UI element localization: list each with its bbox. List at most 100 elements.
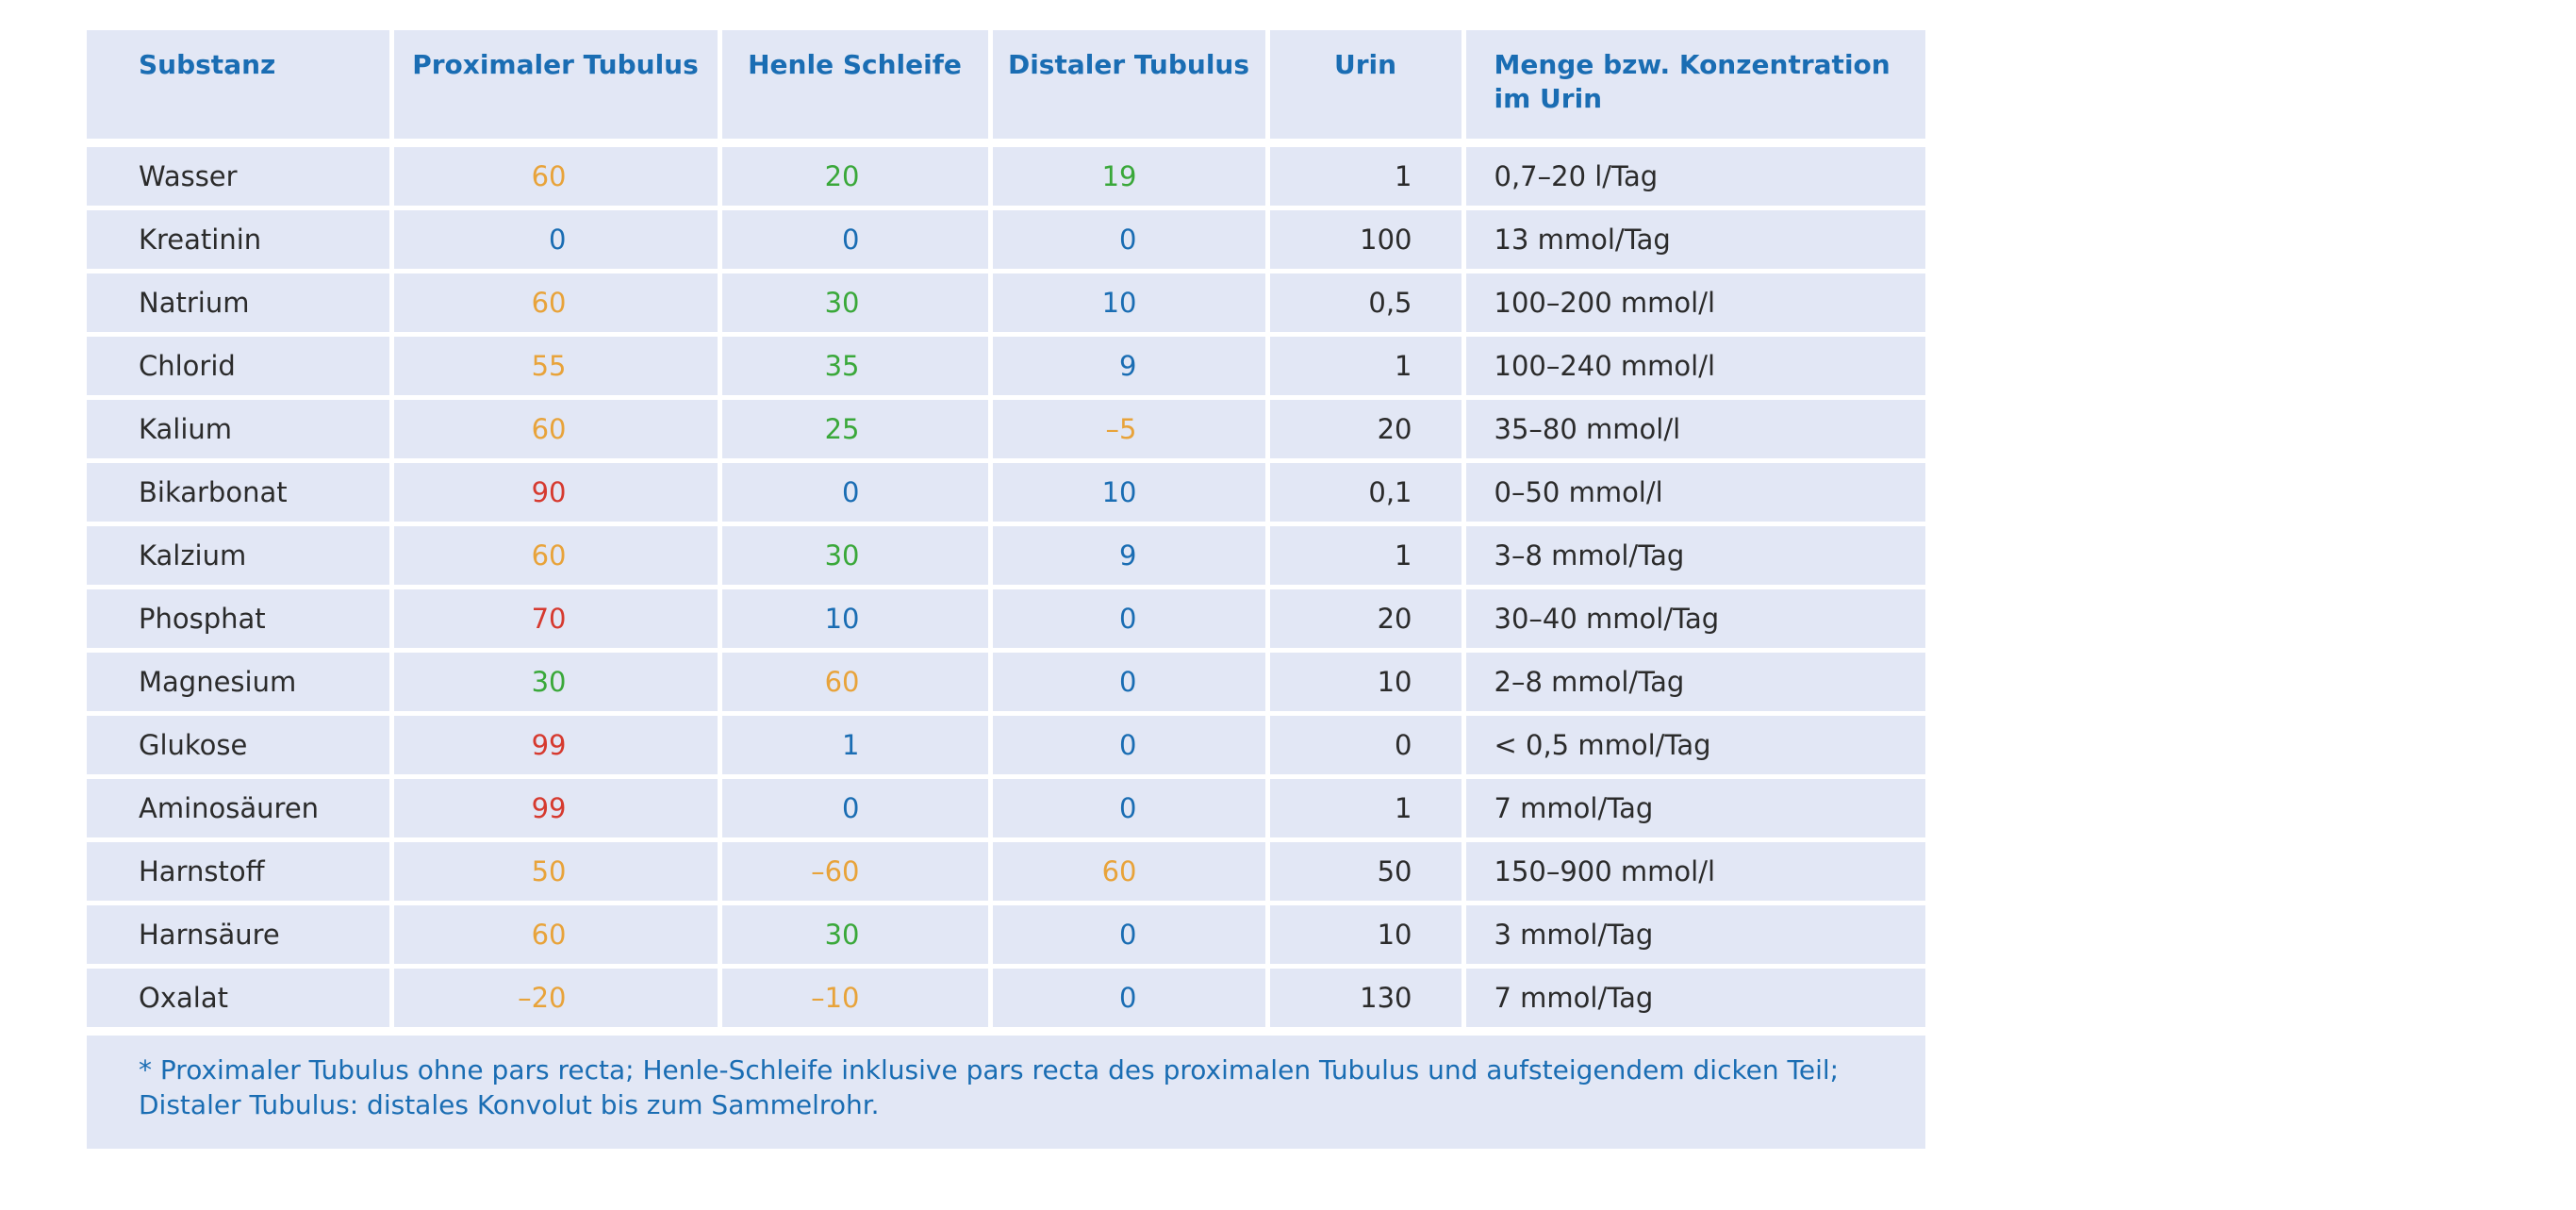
table-row: Kreatinin 0 0 0 100 13 mmol/Tag (87, 206, 1925, 273)
footnote-row: * Proximaler Tubulus ohne pars recta; He… (87, 1027, 1925, 1149)
cell-distal: 10 (987, 458, 1270, 526)
cell-henle: –60 (717, 837, 993, 905)
cell-henle: 1 (717, 711, 993, 779)
cell-distal: 0 (987, 901, 1270, 969)
cell-urine: 50 (1264, 837, 1466, 905)
cell-substance: Harnstoff (87, 837, 394, 905)
cell-substance: Phosphat (87, 585, 394, 653)
table-row: Kalzium 60 30 9 1 3–8 mmol/Tag (87, 522, 1925, 589)
cell-henle: 30 (717, 269, 993, 337)
cell-substance: Kalium (87, 395, 394, 463)
cell-henle: 0 (717, 458, 993, 526)
cell-distal: 0 (987, 711, 1270, 779)
cell-proximal: 0 (388, 206, 722, 273)
header-proximal-tubulus: Proximaler Tubulus (388, 30, 722, 147)
header-substance: Substanz (87, 30, 394, 147)
cell-concentration: 3–8 mmol/Tag (1461, 522, 1925, 589)
cell-proximal: 60 (388, 901, 722, 969)
cell-distal: 0 (987, 964, 1270, 1034)
cell-concentration: 0,7–20 l/Tag (1461, 141, 1925, 210)
reabsorption-table-container: Substanz Proximaler Tubulus Henle Schlei… (87, 30, 1925, 1149)
cell-concentration: 13 mmol/Tag (1461, 206, 1925, 273)
cell-distal: 10 (987, 269, 1270, 337)
cell-concentration: < 0,5 mmol/Tag (1461, 711, 1925, 779)
cell-substance: Glukose (87, 711, 394, 779)
table-row: Chlorid 55 35 9 1 100–240 mmol/l (87, 332, 1925, 400)
cell-proximal: 55 (388, 332, 722, 400)
cell-proximal: 60 (388, 269, 722, 337)
cell-substance: Harnsäure (87, 901, 394, 969)
cell-concentration: 0–50 mmol/l (1461, 458, 1925, 526)
table-row: Phosphat 70 10 0 20 30–40 mmol/Tag (87, 585, 1925, 653)
cell-urine: 20 (1264, 395, 1466, 463)
cell-concentration: 30–40 mmol/Tag (1461, 585, 1925, 653)
cell-henle: 30 (717, 901, 993, 969)
cell-concentration: 7 mmol/Tag (1461, 774, 1925, 842)
cell-proximal: 99 (388, 774, 722, 842)
cell-distal: 0 (987, 206, 1270, 273)
cell-substance: Oxalat (87, 964, 394, 1034)
cell-urine: 10 (1264, 901, 1466, 969)
cell-proximal: 90 (388, 458, 722, 526)
header-distal-tubulus: Distaler Tubulus (987, 30, 1270, 147)
table-row: Glukose 99 1 0 0 < 0,5 mmol/Tag (87, 711, 1925, 779)
header-concentration: Menge bzw. Konzentration im Urin (1461, 30, 1925, 147)
cell-henle: 25 (717, 395, 993, 463)
table-row: Magnesium 30 60 0 10 2–8 mmol/Tag (87, 648, 1925, 716)
table-header: Substanz Proximaler Tubulus Henle Schlei… (87, 30, 1925, 147)
cell-henle: 30 (717, 522, 993, 589)
cell-distal: –5 (987, 395, 1270, 463)
cell-substance: Kreatinin (87, 206, 394, 273)
cell-henle: –10 (717, 964, 993, 1034)
header-concentration-line1: Menge bzw. Konzentration (1494, 49, 1891, 80)
table-row: Oxalat –20 –10 0 130 7 mmol/Tag (87, 964, 1925, 1034)
cell-proximal: 99 (388, 711, 722, 779)
table-row: Aminosäuren 99 0 0 1 7 mmol/Tag (87, 774, 1925, 842)
cell-henle: 0 (717, 774, 993, 842)
footnote-line1: * Proximaler Tubulus ohne pars recta; He… (139, 1054, 1840, 1086)
cell-urine: 10 (1264, 648, 1466, 716)
cell-concentration: 2–8 mmol/Tag (1461, 648, 1925, 716)
cell-distal: 0 (987, 648, 1270, 716)
reabsorption-table: Substanz Proximaler Tubulus Henle Schlei… (87, 30, 1925, 1149)
cell-substance: Kalzium (87, 522, 394, 589)
table-row: Kalium 60 25 –5 20 35–80 mmol/l (87, 395, 1925, 463)
table-row: Harnsäure 60 30 0 10 3 mmol/Tag (87, 901, 1925, 969)
header-urine: Urin (1264, 30, 1466, 147)
cell-substance: Natrium (87, 269, 394, 337)
table-row: Harnstoff 50 –60 60 50 150–900 mmol/l (87, 837, 1925, 905)
cell-concentration: 7 mmol/Tag (1461, 964, 1925, 1034)
cell-henle: 0 (717, 206, 993, 273)
cell-substance: Magnesium (87, 648, 394, 716)
footnote-line2: Distaler Tubulus: distales Konvolut bis … (139, 1089, 880, 1120)
cell-urine: 1 (1264, 774, 1466, 842)
cell-proximal: 60 (388, 395, 722, 463)
cell-urine: 20 (1264, 585, 1466, 653)
cell-urine: 1 (1264, 332, 1466, 400)
table-row: Bikarbonat 90 0 10 0,1 0–50 mmol/l (87, 458, 1925, 526)
header-concentration-line2: im Urin (1494, 83, 1603, 114)
cell-henle: 20 (717, 141, 993, 210)
cell-substance: Bikarbonat (87, 458, 394, 526)
cell-distal: 0 (987, 585, 1270, 653)
footnote: * Proximaler Tubulus ohne pars recta; He… (87, 1027, 1925, 1149)
cell-urine: 1 (1264, 141, 1466, 210)
cell-proximal: 60 (388, 141, 722, 210)
table-body: Wasser 60 20 19 1 0,7–20 l/Tag Kreatinin 0 0 0 100… (87, 141, 1925, 1034)
cell-distal: 60 (987, 837, 1270, 905)
table-footer: * Proximaler Tubulus ohne pars recta; He… (87, 1027, 1925, 1149)
cell-urine: 0 (1264, 711, 1466, 779)
cell-substance: Aminosäuren (87, 774, 394, 842)
cell-urine: 1 (1264, 522, 1466, 589)
table-row: Natrium 60 30 10 0,5 100–200 mmol/l (87, 269, 1925, 337)
cell-proximal: –20 (388, 964, 722, 1034)
cell-distal: 0 (987, 774, 1270, 842)
cell-distal: 19 (987, 141, 1270, 210)
cell-urine: 0,1 (1264, 458, 1466, 526)
cell-concentration: 150–900 mmol/l (1461, 837, 1925, 905)
cell-henle: 35 (717, 332, 993, 400)
cell-concentration: 100–200 mmol/l (1461, 269, 1925, 337)
header-row: Substanz Proximaler Tubulus Henle Schlei… (87, 30, 1925, 147)
cell-concentration: 3 mmol/Tag (1461, 901, 1925, 969)
cell-proximal: 50 (388, 837, 722, 905)
